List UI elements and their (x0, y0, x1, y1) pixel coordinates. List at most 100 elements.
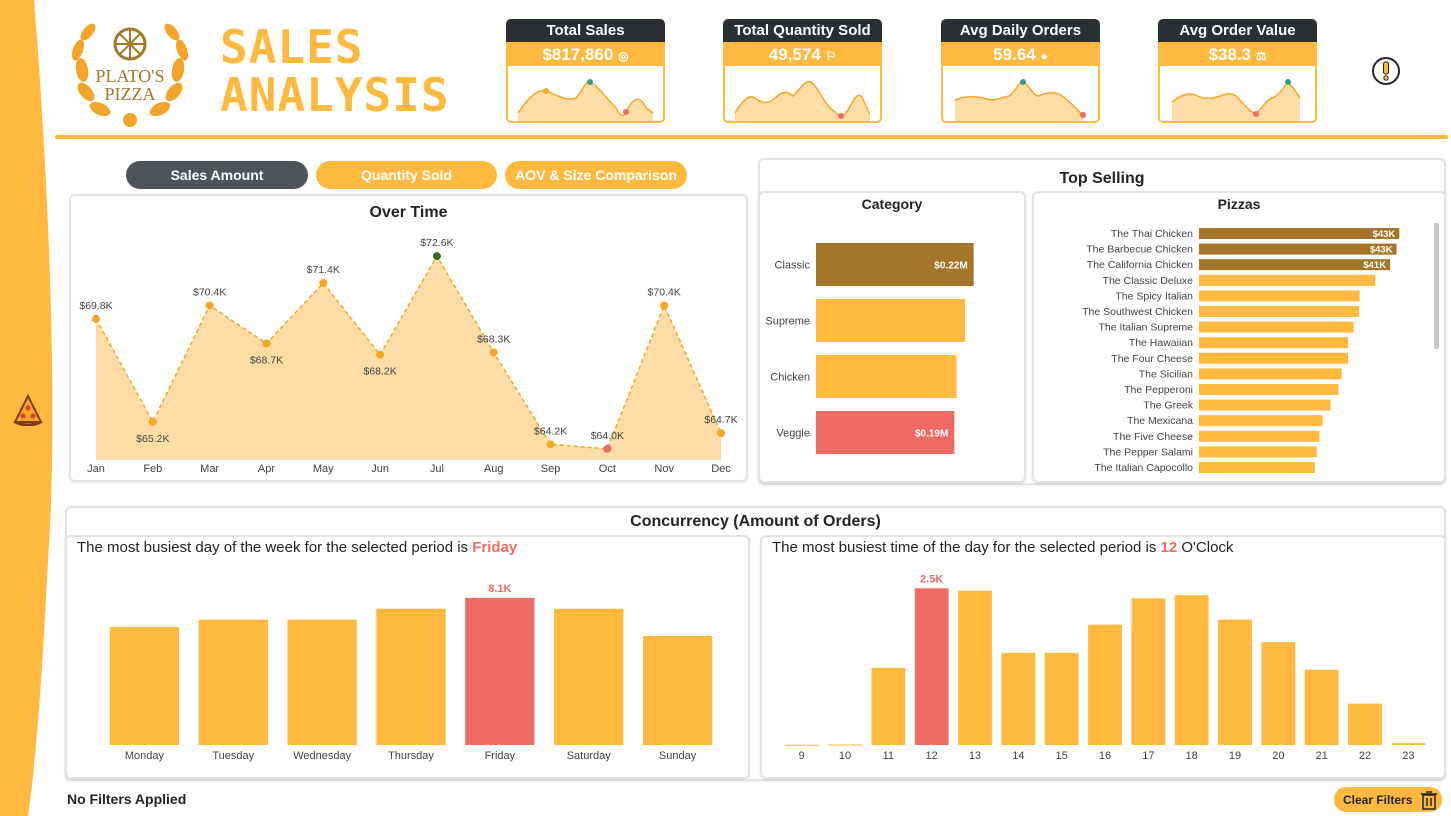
data-label: $64.2K (534, 425, 567, 437)
pizza-label: The Pepper Salami (1103, 446, 1193, 458)
bar (642, 636, 713, 745)
tab-quantity-sold[interactable]: Quantity Sold (316, 161, 497, 189)
pizza-bar (1199, 462, 1315, 473)
bar (1044, 652, 1079, 745)
bar (1348, 703, 1382, 745)
data-label: $70.4K (193, 286, 226, 298)
pizza-bar (1199, 228, 1400, 239)
day-chart: Monday Tuesday Wednesday Thursday Friday 8.1K… (109, 583, 713, 762)
data-point (92, 314, 100, 323)
hour-chart: 9 10 11 12 2.5K 13 14 15 16 17 18 19 20 21 22 23 (784, 573, 1426, 762)
pizzas-scrollbar[interactable] (1434, 223, 1439, 349)
x-tick-label: Feb (143, 463, 162, 475)
pizza-label: The Mexicana (1127, 415, 1193, 427)
trash-icon (1421, 791, 1437, 810)
bar (1391, 743, 1426, 745)
kpi-card-avg-order-value: Avg Order Value $38.3 ⚖ (1158, 19, 1317, 123)
x-tick-label: 11 (883, 750, 894, 762)
page-title-line1: SALES (220, 20, 364, 74)
data-point (262, 339, 271, 348)
x-tick-label: 14 (1012, 750, 1024, 762)
data-point (432, 252, 441, 261)
bar (828, 744, 862, 746)
data-label: $71.4K (307, 264, 340, 276)
x-tick-label: 18 (1186, 750, 1198, 762)
data-point (660, 301, 669, 310)
x-tick-label: Apr (258, 463, 275, 475)
category-title: Category (861, 196, 923, 212)
bar (1218, 619, 1252, 745)
scale-icon: ⚖ (1255, 49, 1267, 63)
pizza-bar (1199, 384, 1339, 395)
day-panel: The most busiest day of the week for the… (65, 535, 750, 779)
pizza-label: The Southwest Chicken (1082, 306, 1193, 318)
data-label: $65.2K (136, 433, 169, 445)
pizza-slice-icon[interactable] (11, 392, 45, 427)
data-point (489, 348, 498, 357)
x-tick-label: Monday (125, 750, 165, 762)
pizza-bar (1199, 274, 1376, 286)
data-label: $64.7K (704, 414, 737, 426)
x-tick-label: 19 (1229, 750, 1241, 762)
top-selling-title: Top Selling (1059, 170, 1145, 187)
tab-aov-size-comparison[interactable]: AOV & Size Comparison (505, 161, 687, 189)
bar-value-label: $41K (1363, 260, 1386, 271)
bar-value-label: $0.22M (934, 261, 967, 272)
x-tick-label: 23 (1402, 750, 1414, 762)
clear-filters-button[interactable]: Clear Filters (1334, 787, 1442, 812)
bar (198, 619, 268, 745)
pizza-bar (1199, 415, 1323, 427)
x-tick-label: Nov (654, 463, 674, 475)
kpi-value: $817,860 (542, 45, 614, 64)
kpi-sparkline (734, 80, 871, 121)
pizza-label: The Barbecue Chicken (1086, 244, 1193, 256)
data-point (546, 440, 555, 449)
kpi-sparkline (517, 79, 654, 121)
x-tick-label: 13 (969, 750, 981, 762)
x-tick-label: 17 (1142, 750, 1154, 762)
category-bar (816, 411, 955, 454)
kpi-sparkline (954, 79, 1086, 121)
info-icon[interactable] (1371, 56, 1401, 86)
kpi-card-total-sales: Total Sales $817,860 ◎ (506, 19, 665, 123)
category-panel: Category Classic $0.22M Supreme Chicken Vegg… (758, 191, 1026, 483)
data-label: $69.8K (79, 300, 112, 312)
x-tick-label: 15 (1056, 750, 1068, 762)
bar (914, 588, 949, 745)
x-tick-label: 22 (1359, 750, 1371, 762)
pizza-label: The Five Cheese (1113, 431, 1193, 443)
x-tick-label: 12 (926, 750, 938, 762)
pizza-bar (1199, 259, 1391, 271)
busiest-day-text: The most busiest day of the week for the… (77, 539, 517, 556)
pizza-bar (1199, 430, 1320, 442)
x-tick-label: Oct (599, 463, 616, 475)
kpi-title: Avg Daily Orders (941, 19, 1100, 42)
busiest-day-value: Friday (472, 539, 518, 556)
kpi-sparkline (1171, 79, 1301, 121)
pizza-label: The Thai Chicken (1111, 228, 1193, 240)
x-tick-label: Jan (87, 463, 105, 475)
bar (554, 608, 624, 745)
bar (958, 590, 992, 745)
pizza-bar (1199, 352, 1349, 364)
logo-text-line2: PIZZA (104, 84, 156, 104)
pizza-bar (1199, 290, 1360, 302)
data-label: $64.0K (591, 430, 624, 442)
x-tick-label: Mar (200, 463, 219, 475)
data-point (376, 350, 385, 359)
pizza-label: The Classic Deluxe (1103, 275, 1194, 287)
bar-value-label: $0.19M (915, 429, 948, 440)
pizza-bar (1199, 321, 1354, 333)
pizza-label: The Sicilian (1139, 368, 1193, 380)
x-tick-label: Thursday (388, 750, 434, 762)
data-point (148, 417, 157, 426)
x-tick-label: Sep (541, 463, 561, 475)
pizza-bar (1199, 368, 1342, 380)
tab-sales-amount[interactable]: Sales Amount (126, 161, 308, 189)
page-title-line2: ANALYSIS (220, 68, 450, 122)
bar (465, 597, 535, 745)
flag-icon: ⚐ (825, 49, 837, 63)
pizza-label: The Greek (1143, 400, 1193, 412)
x-tick-label: Dec (711, 463, 731, 475)
data-label: $70.4K (648, 286, 681, 298)
